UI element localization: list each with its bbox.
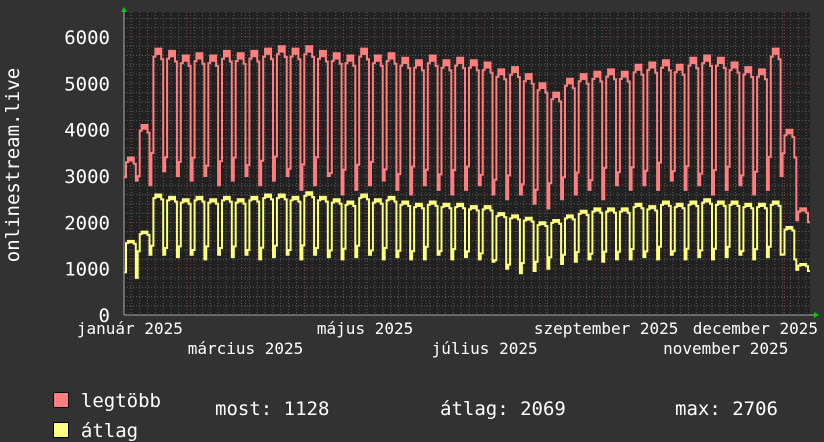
y-tick-label: 6000 [64, 27, 110, 49]
legend-item-avg: átlag [30, 398, 138, 442]
series-line-avg [124, 191, 810, 279]
x-tick-label: május 2025 [317, 319, 413, 338]
x-tick-label: december 2025 [693, 319, 818, 338]
x-tick-label: március 2025 [188, 339, 304, 358]
y-axis-arrow-icon [121, 7, 127, 12]
y-tick-label: 1000 [64, 259, 110, 281]
y-tick-label: 5000 [64, 73, 110, 95]
y-tick-label: 0 [99, 305, 110, 327]
series-line-max [124, 45, 810, 224]
chart: 0 1000 2000 3000 4000 5000 6000 január 2025 márc… [64, 7, 819, 358]
legend-swatch-avg [52, 422, 69, 438]
x-tick-label: szeptember 2025 [534, 319, 679, 338]
x-tick-label: november 2025 [663, 339, 788, 358]
x-axis-arrow-icon [814, 312, 819, 318]
stat-avg: átlag: 2069 [440, 398, 566, 420]
y-axis-label: onlinestream.live [2, 67, 24, 263]
y-tick-label: 4000 [64, 120, 110, 142]
legend-swatch-max [52, 392, 69, 408]
legend-label-avg: átlag [80, 420, 139, 442]
y-tick-label: 3000 [64, 166, 110, 188]
x-tick-label: július 2025 [432, 339, 538, 358]
stat-max: max: 2706 [675, 398, 778, 420]
legend-label-max: legtöbb [80, 390, 161, 412]
stat-now: most: 1128 [215, 398, 330, 420]
legend-item-max: legtöbb [30, 368, 161, 412]
x-tick-label: január 2025 [77, 319, 183, 338]
y-tick-label: 2000 [64, 212, 110, 234]
